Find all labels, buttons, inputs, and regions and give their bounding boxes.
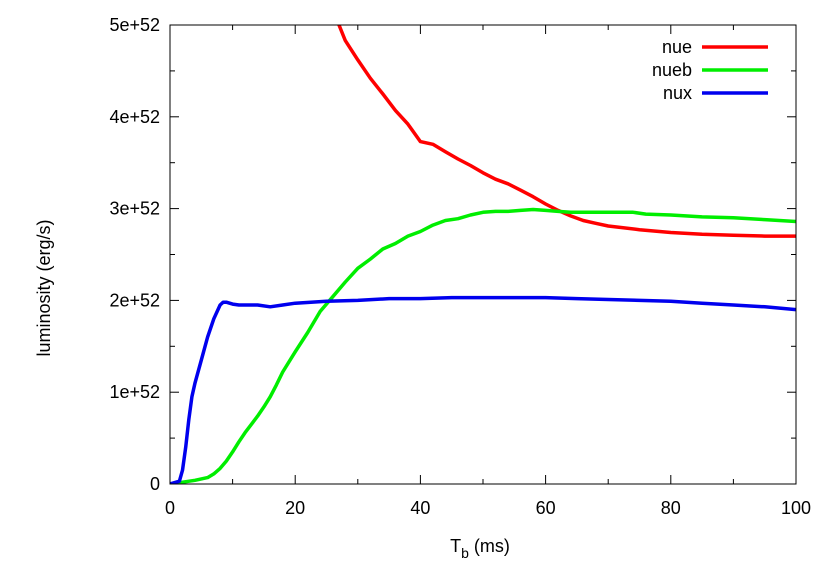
y-tick-label: 5e+52 xyxy=(109,15,160,35)
legend-label-nue: nue xyxy=(662,37,692,57)
y-tick-label: 0 xyxy=(150,474,160,494)
x-tick-label: 0 xyxy=(165,498,175,518)
x-tick-label: 20 xyxy=(285,498,305,518)
y-tick-label: 3e+52 xyxy=(109,199,160,219)
x-axis-label: Tb (ms) xyxy=(450,536,510,561)
y-axis-label: luminosity (erg/s) xyxy=(34,219,54,356)
legend-label-nux: nux xyxy=(663,83,692,103)
x-tick-label: 80 xyxy=(661,498,681,518)
y-tick-label: 2e+52 xyxy=(109,290,160,310)
y-tick-label: 1e+52 xyxy=(109,382,160,402)
legend: nue nueb nux xyxy=(652,37,768,103)
x-tick-label: 100 xyxy=(781,498,811,518)
y-tick-label: 4e+52 xyxy=(109,107,160,127)
x-axis-label-main: T xyxy=(450,536,461,556)
axis-ticks: 0 20 40 60 80 100 0 1e+52 2e+52 3e+52 4e+52 5e+52 xyxy=(109,15,811,518)
x-axis-label-unit: (ms) xyxy=(469,536,510,556)
x-axis-label-subscript: b xyxy=(461,545,469,561)
series-line-nue xyxy=(337,25,796,238)
series-line-nueb xyxy=(170,207,796,484)
series-line-nux xyxy=(170,295,796,484)
x-tick-label: 40 xyxy=(410,498,430,518)
data-curves xyxy=(170,25,796,484)
x-tick-label: 60 xyxy=(536,498,556,518)
legend-label-nueb: nueb xyxy=(652,60,692,80)
